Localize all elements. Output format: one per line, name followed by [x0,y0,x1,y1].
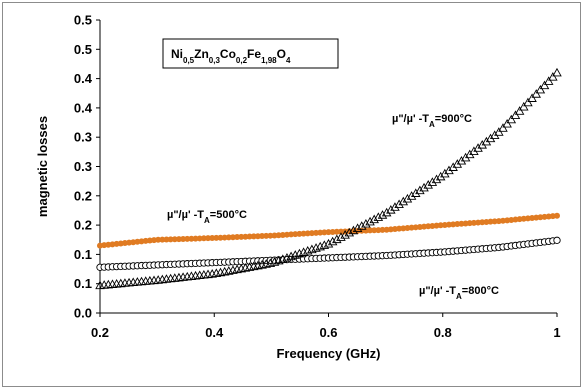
series-open-circle [96,236,561,271]
data-point [336,232,346,241]
annotation-900c: µ"/µ' -TA=900°C [392,113,472,129]
data-point [518,101,529,111]
series-filled-circle [97,212,560,249]
data-point [278,254,288,263]
data-point [431,174,442,184]
data-point [315,241,325,251]
data-point [356,221,367,230]
y-tick-label: 0.2 [74,188,92,203]
data-point [323,238,334,248]
composition-box: Ni0,5Zn0,3Co0,2Fe1,98O4 [162,38,339,69]
data-point [302,245,313,255]
data-point [506,114,517,124]
y-tick-label: 0.2 [74,218,92,233]
data-point [539,80,550,90]
x-tick-label: 0.2 [91,325,109,340]
data-point [373,212,384,221]
y-tick-label: 0.3 [74,159,92,174]
data-point [381,207,392,217]
data-point [282,252,292,262]
data-point [361,218,371,228]
data-point [340,230,350,239]
data-point [531,89,541,98]
data-point [510,110,521,120]
data-point [415,185,425,195]
data-point [273,255,284,265]
data-point [286,251,296,261]
y-tick-label: 0.1 [74,276,92,291]
y-tick-label: 0.4 [74,71,93,86]
data-point [435,171,446,181]
data-point [423,180,433,189]
annotation-500c: µ"/µ' -TA=500°C [167,209,247,225]
data-point [365,216,375,226]
x-tick-group: 0.2 0.4 0.6 0.8 1 [91,313,561,340]
data-point [265,258,276,268]
data-point [553,236,561,244]
y-tick-group: 0.0 0.1 0.1 0.2 0.2 0.3 0.3 0.4 0.4 0.5 0.5 [74,13,100,321]
x-tick-label: 1 [553,325,560,340]
y-tick-label: 0.4 [74,100,93,115]
data-point [386,204,396,214]
data-point [543,76,554,85]
data-point [269,257,280,266]
data-point [548,72,558,81]
data-point [523,97,533,107]
y-tick-label: 0.1 [74,247,92,262]
data-point [319,240,330,249]
data-point [311,243,321,252]
data-point [298,247,309,256]
data-point [410,188,421,197]
data-point [307,244,317,254]
data-point [514,106,525,115]
data-point [369,214,379,224]
x-axis-label: Frequency (GHz) [276,346,380,361]
data-marks [95,67,562,290]
data-point [394,199,404,209]
y-axis-label: magnetic losses [35,116,50,217]
x-tick-label: 0.4 [205,325,224,340]
y-tick-label: 0.5 [74,13,92,28]
data-point [527,93,537,102]
data-point [348,225,359,235]
data-point [427,177,438,186]
data-point [377,210,388,219]
y-tick-label: 0.0 [74,306,92,321]
data-point [419,182,429,192]
data-point [554,212,560,219]
data-point [290,250,301,259]
x-tick-label: 0.6 [319,325,337,340]
composition-formula: Ni0,5Zn0,3Co0,2Fe1,98O4 [171,47,291,65]
y-tick-label: 0.3 [74,130,92,145]
annotation-800c: µ"/µ' -TA=800°C [419,285,499,301]
data-point [352,223,363,232]
data-point [332,234,342,244]
data-point [327,236,338,246]
x-tick-label: 0.8 [434,325,452,340]
data-point [502,118,512,128]
data-point [535,84,546,94]
data-point [294,248,305,258]
data-point [344,227,355,237]
data-point [498,123,508,132]
series-open-triangle [95,67,562,290]
data-point [402,193,413,203]
data-point [390,202,400,211]
y-tick-label: 0.5 [74,42,92,57]
data-point [552,67,562,77]
data-point [406,191,417,200]
data-point [398,196,409,206]
